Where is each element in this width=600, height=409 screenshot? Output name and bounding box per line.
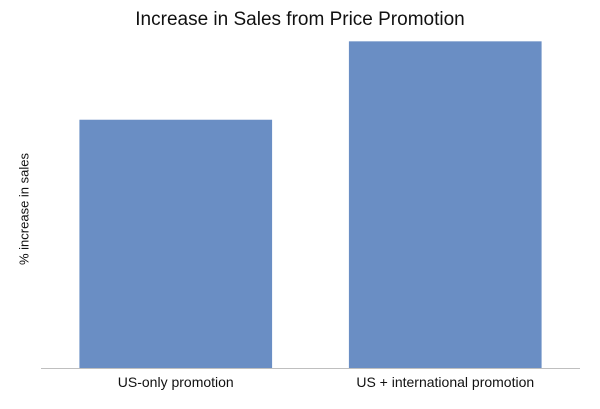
bar-1 [79,119,273,368]
chart-title: Increase in Sales from Price Promotion [135,9,465,30]
x-tick-label: US-only promotion [117,374,234,390]
x-tick-label: US + international promotion [356,374,535,390]
bar-2 [348,41,542,368]
